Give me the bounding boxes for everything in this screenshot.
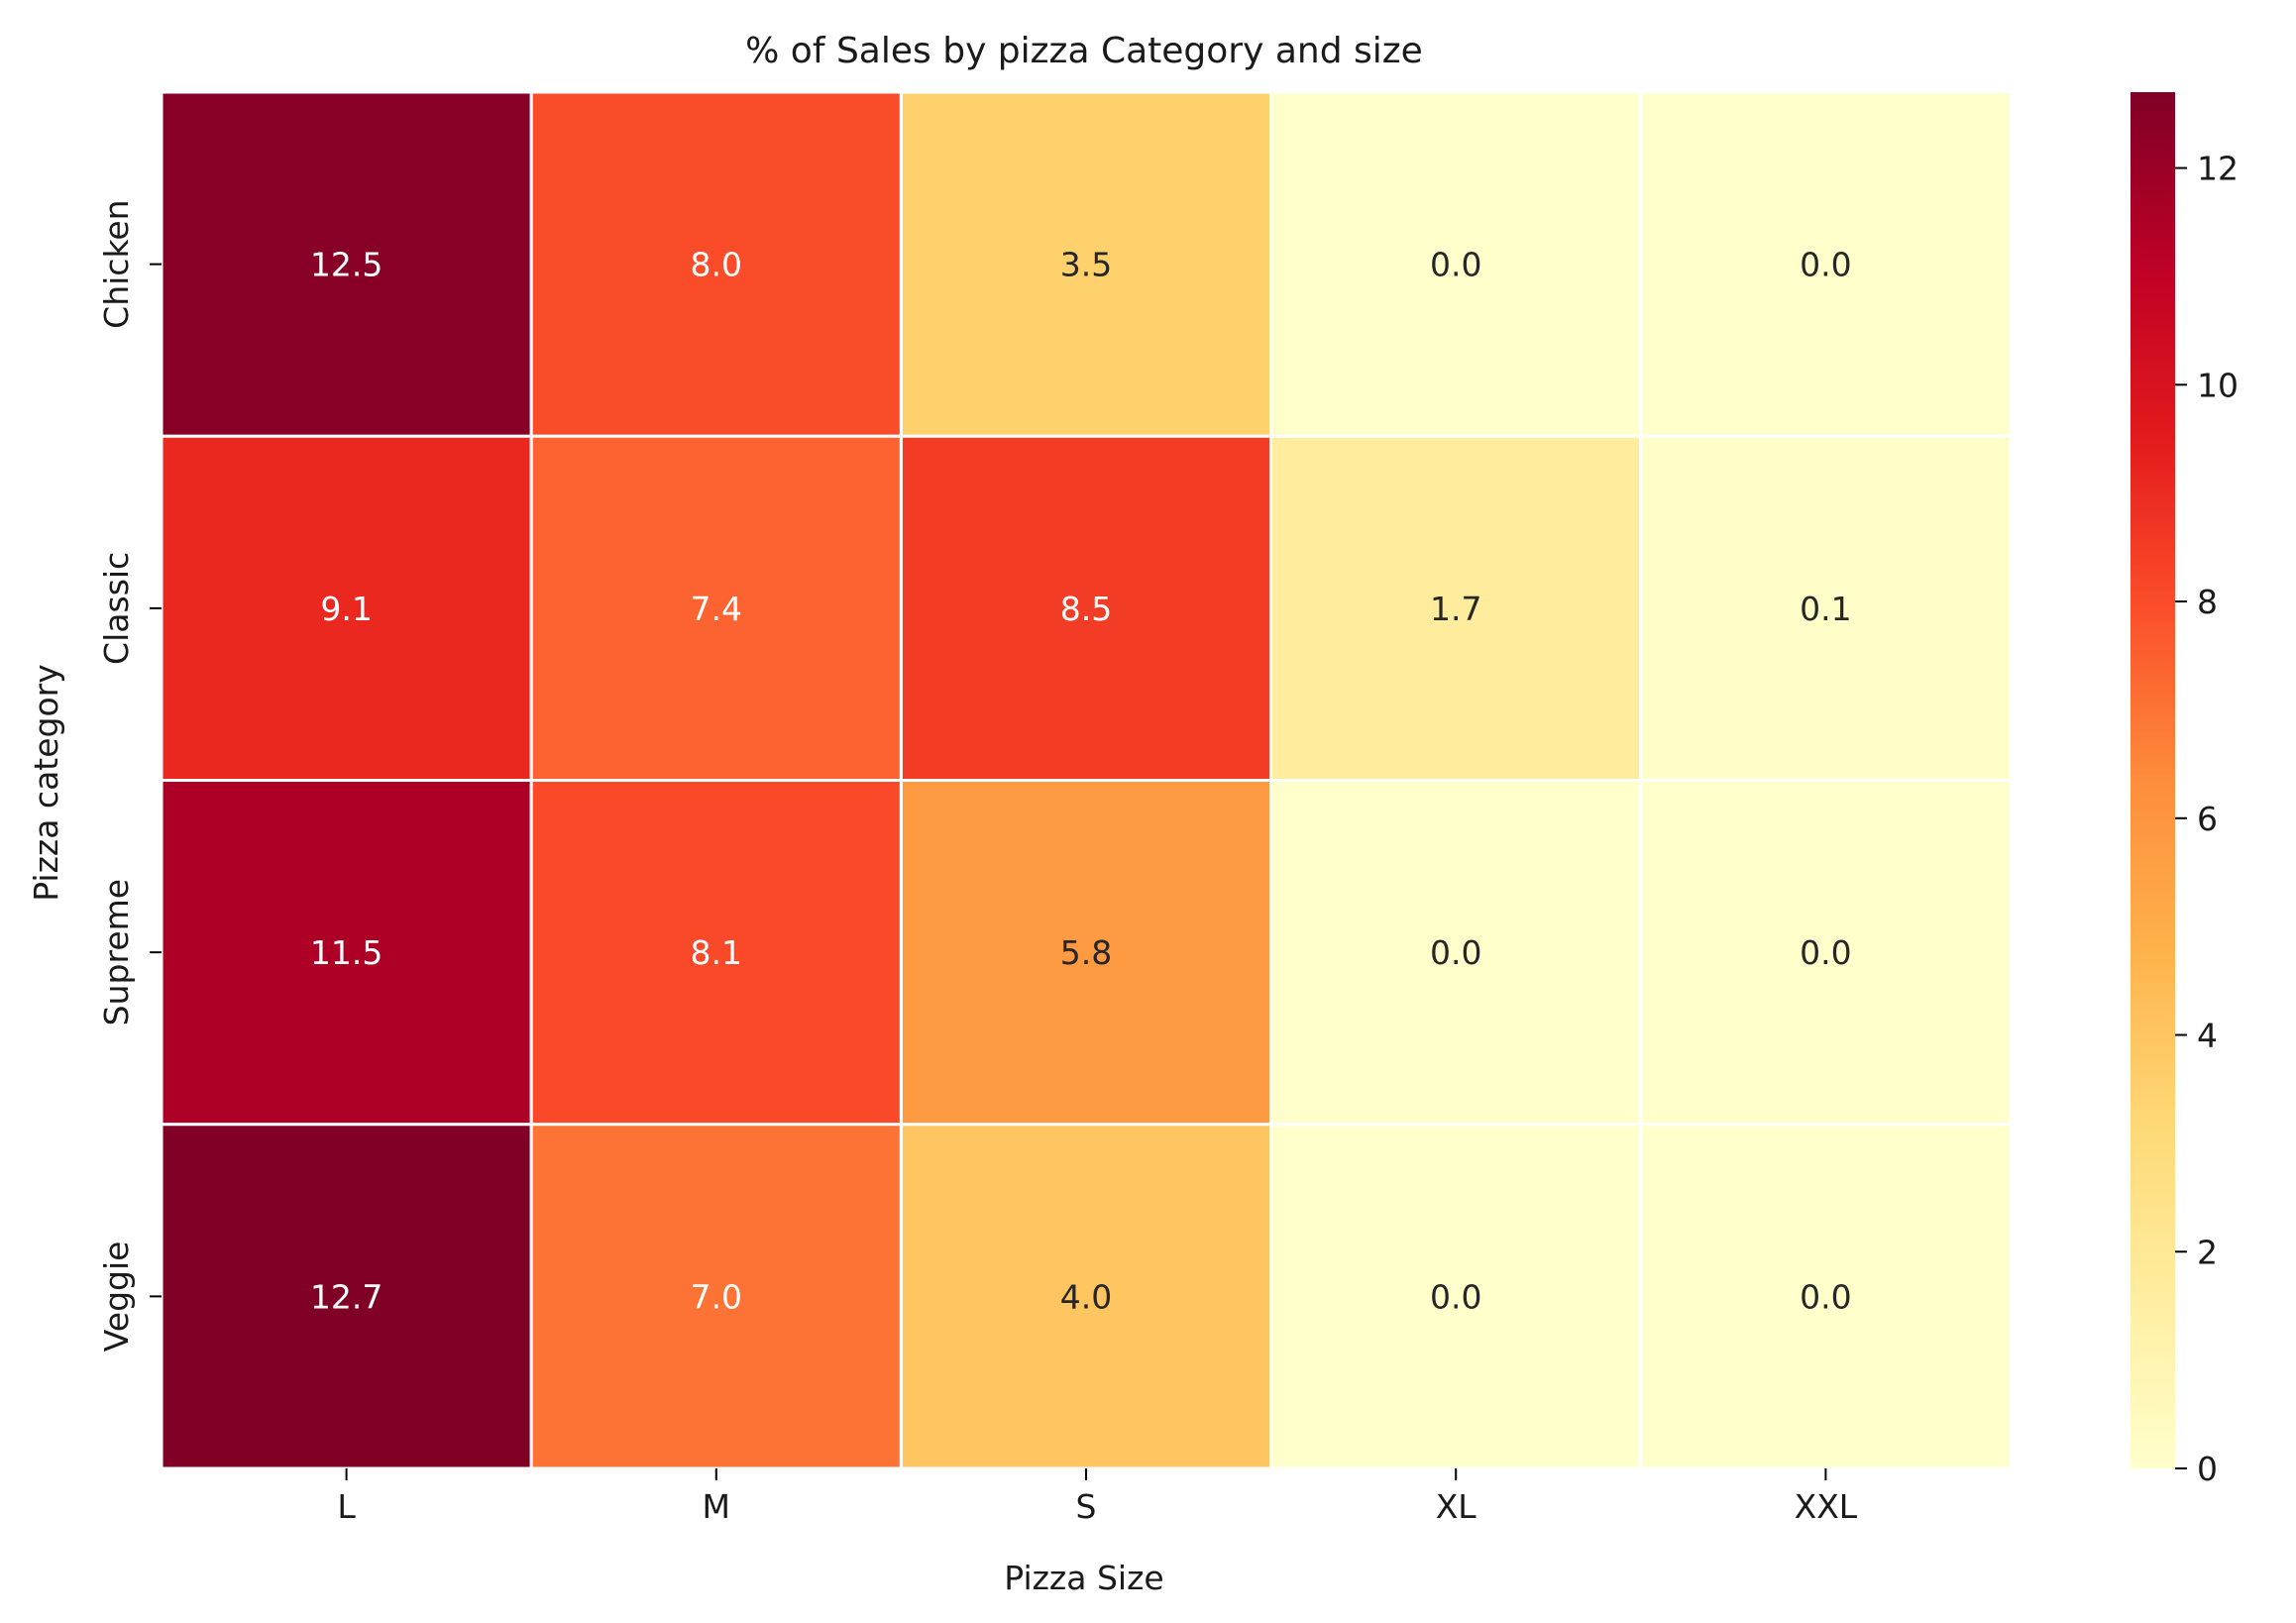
heatmap-cell <box>899 434 1273 782</box>
cell-value-label: 4.0 <box>1060 1277 1112 1316</box>
colorbar-tick-label: 4 <box>2197 1017 2218 1055</box>
heatmap-cell <box>1639 779 2013 1127</box>
colorbar-tick-label: 0 <box>2197 1450 2218 1488</box>
y-axis: Chicken Classic Supreme Veggie <box>97 199 162 1352</box>
cell-value-label: 0.0 <box>1800 1277 1851 1316</box>
cell-value-label: 8.0 <box>691 246 742 284</box>
heatmap-cell <box>529 90 903 438</box>
x-axis: L M S XL XXL <box>337 1468 1858 1526</box>
colorbar-tick-label: 8 <box>2197 583 2218 621</box>
heatmap-cell <box>529 779 903 1127</box>
heatmap-cell <box>1639 90 2013 438</box>
heatmap-cell <box>1269 90 1643 438</box>
cell-value-label: 3.5 <box>1060 246 1112 284</box>
y-tick-label: Veggie <box>97 1242 136 1352</box>
cell-value-label: 5.8 <box>1060 933 1112 972</box>
cell-value-label: 9.1 <box>320 590 372 628</box>
colorbar-gradient <box>2131 92 2175 1468</box>
cell-value-label: 0.0 <box>1430 246 1481 284</box>
cell-value-label: 0.0 <box>1800 246 1851 284</box>
colorbar-tick-label: 12 <box>2197 150 2239 188</box>
heatmap-cell <box>899 90 1273 438</box>
cell-value-label: 7.4 <box>691 590 742 628</box>
heatmap-cells: 12.5 8.0 3.5 0.0 0.0 9.1 7.4 8.5 1.7 0.1 11.5 8.1 5.… <box>160 90 2013 1470</box>
x-tick-label: XXL <box>1795 1487 1858 1526</box>
cell-value-label: 12.7 <box>310 1277 383 1316</box>
cell-value-label: 0.0 <box>1430 933 1481 972</box>
y-axis-label: Pizza category <box>27 664 65 902</box>
cell-value-label: 12.5 <box>310 246 383 284</box>
cell-value-label: 0.0 <box>1430 1277 1481 1316</box>
colorbar-tick-label: 10 <box>2197 366 2239 404</box>
cell-value-label: 7.0 <box>691 1277 742 1316</box>
y-tick-label: Chicken <box>97 199 136 328</box>
colorbar-tick-label: 6 <box>2197 800 2218 838</box>
cell-value-label: 11.5 <box>310 933 383 972</box>
heatmap-cell <box>1269 779 1643 1127</box>
x-tick-label: XL <box>1436 1487 1477 1526</box>
cell-value-label: 0.1 <box>1800 590 1851 628</box>
y-tick-label: Supreme <box>97 879 136 1026</box>
heatmap-cell <box>1639 1123 2013 1470</box>
cell-value-label: 1.7 <box>1430 590 1481 628</box>
chart-title: % of Sales by pizza Category and size <box>745 31 1423 71</box>
heatmap-cell <box>529 1123 903 1470</box>
y-tick-label: Classic <box>97 552 136 665</box>
heatmap-cell <box>160 90 533 438</box>
heatmap-cell <box>160 434 533 782</box>
x-axis-label: Pizza Size <box>1004 1559 1163 1597</box>
cell-value-label: 0.0 <box>1800 933 1851 972</box>
colorbar: 0 2 4 6 8 10 12 <box>2131 92 2239 1488</box>
heatmap-cell <box>1639 434 2013 782</box>
heatmap-cell <box>899 779 1273 1127</box>
cell-value-label: 8.5 <box>1060 590 1112 628</box>
x-tick-label: L <box>337 1487 356 1526</box>
x-tick-label: M <box>703 1487 730 1526</box>
x-tick-label: S <box>1076 1487 1097 1526</box>
cell-value-label: 8.1 <box>691 933 742 972</box>
heatmap-cell <box>899 1123 1273 1470</box>
heatmap-cell <box>1269 1123 1643 1470</box>
colorbar-tick-label: 2 <box>2197 1233 2218 1271</box>
